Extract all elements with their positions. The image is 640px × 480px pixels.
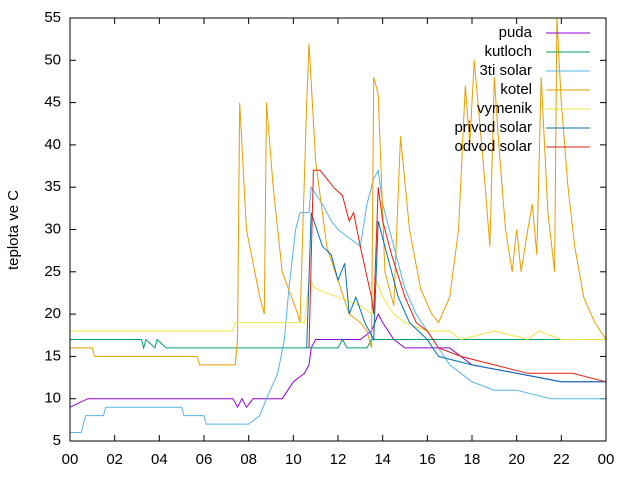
y-tick-label: 25 (44, 263, 61, 280)
y-tick-label: 30 (44, 220, 61, 237)
x-tick-label: 04 (151, 451, 168, 468)
legend-label: kutloch (484, 43, 532, 60)
x-tick-label: 00 (598, 451, 615, 468)
series-line (308, 169, 607, 383)
x-tick-label: 20 (508, 451, 525, 468)
legend-label: privod solar (454, 119, 532, 136)
x-tick-label: 12 (330, 451, 347, 468)
legend-label: 3ti solar (479, 62, 532, 79)
x-tick-label: 10 (285, 451, 302, 468)
y-tick-label: 5 (53, 432, 61, 449)
series-line (70, 168, 606, 433)
legend-label: kotel (500, 81, 532, 98)
y-tick-label: 40 (44, 136, 61, 153)
y-tick-label: 55 (44, 9, 61, 26)
x-tick-label: 02 (106, 451, 123, 468)
x-tick-label: 06 (196, 451, 213, 468)
legend-label: odvod solar (454, 138, 532, 155)
x-tick-label: 00 (62, 451, 79, 468)
x-tick-label: 18 (464, 451, 481, 468)
series-line (70, 338, 606, 350)
y-tick-label: 45 (44, 94, 61, 111)
y-tick-label: 35 (44, 178, 61, 195)
y-tick-label: 15 (44, 347, 61, 364)
plot-frame (69, 17, 607, 442)
y-tick-label: 50 (44, 51, 61, 68)
y-axis-label: teplota ve C (5, 190, 22, 270)
series-line (306, 212, 606, 383)
x-tick-label: 22 (553, 451, 570, 468)
x-tick-label: 08 (240, 451, 257, 468)
y-tick-label: 20 (44, 305, 61, 322)
legend-label: puda (499, 24, 533, 41)
y-tick-label: 10 (44, 390, 61, 407)
series-line (70, 17, 607, 366)
x-tick-label: 16 (419, 451, 436, 468)
x-tick-label: 14 (374, 451, 391, 468)
series-line (70, 278, 606, 341)
legend-label: vymenik (477, 100, 533, 117)
